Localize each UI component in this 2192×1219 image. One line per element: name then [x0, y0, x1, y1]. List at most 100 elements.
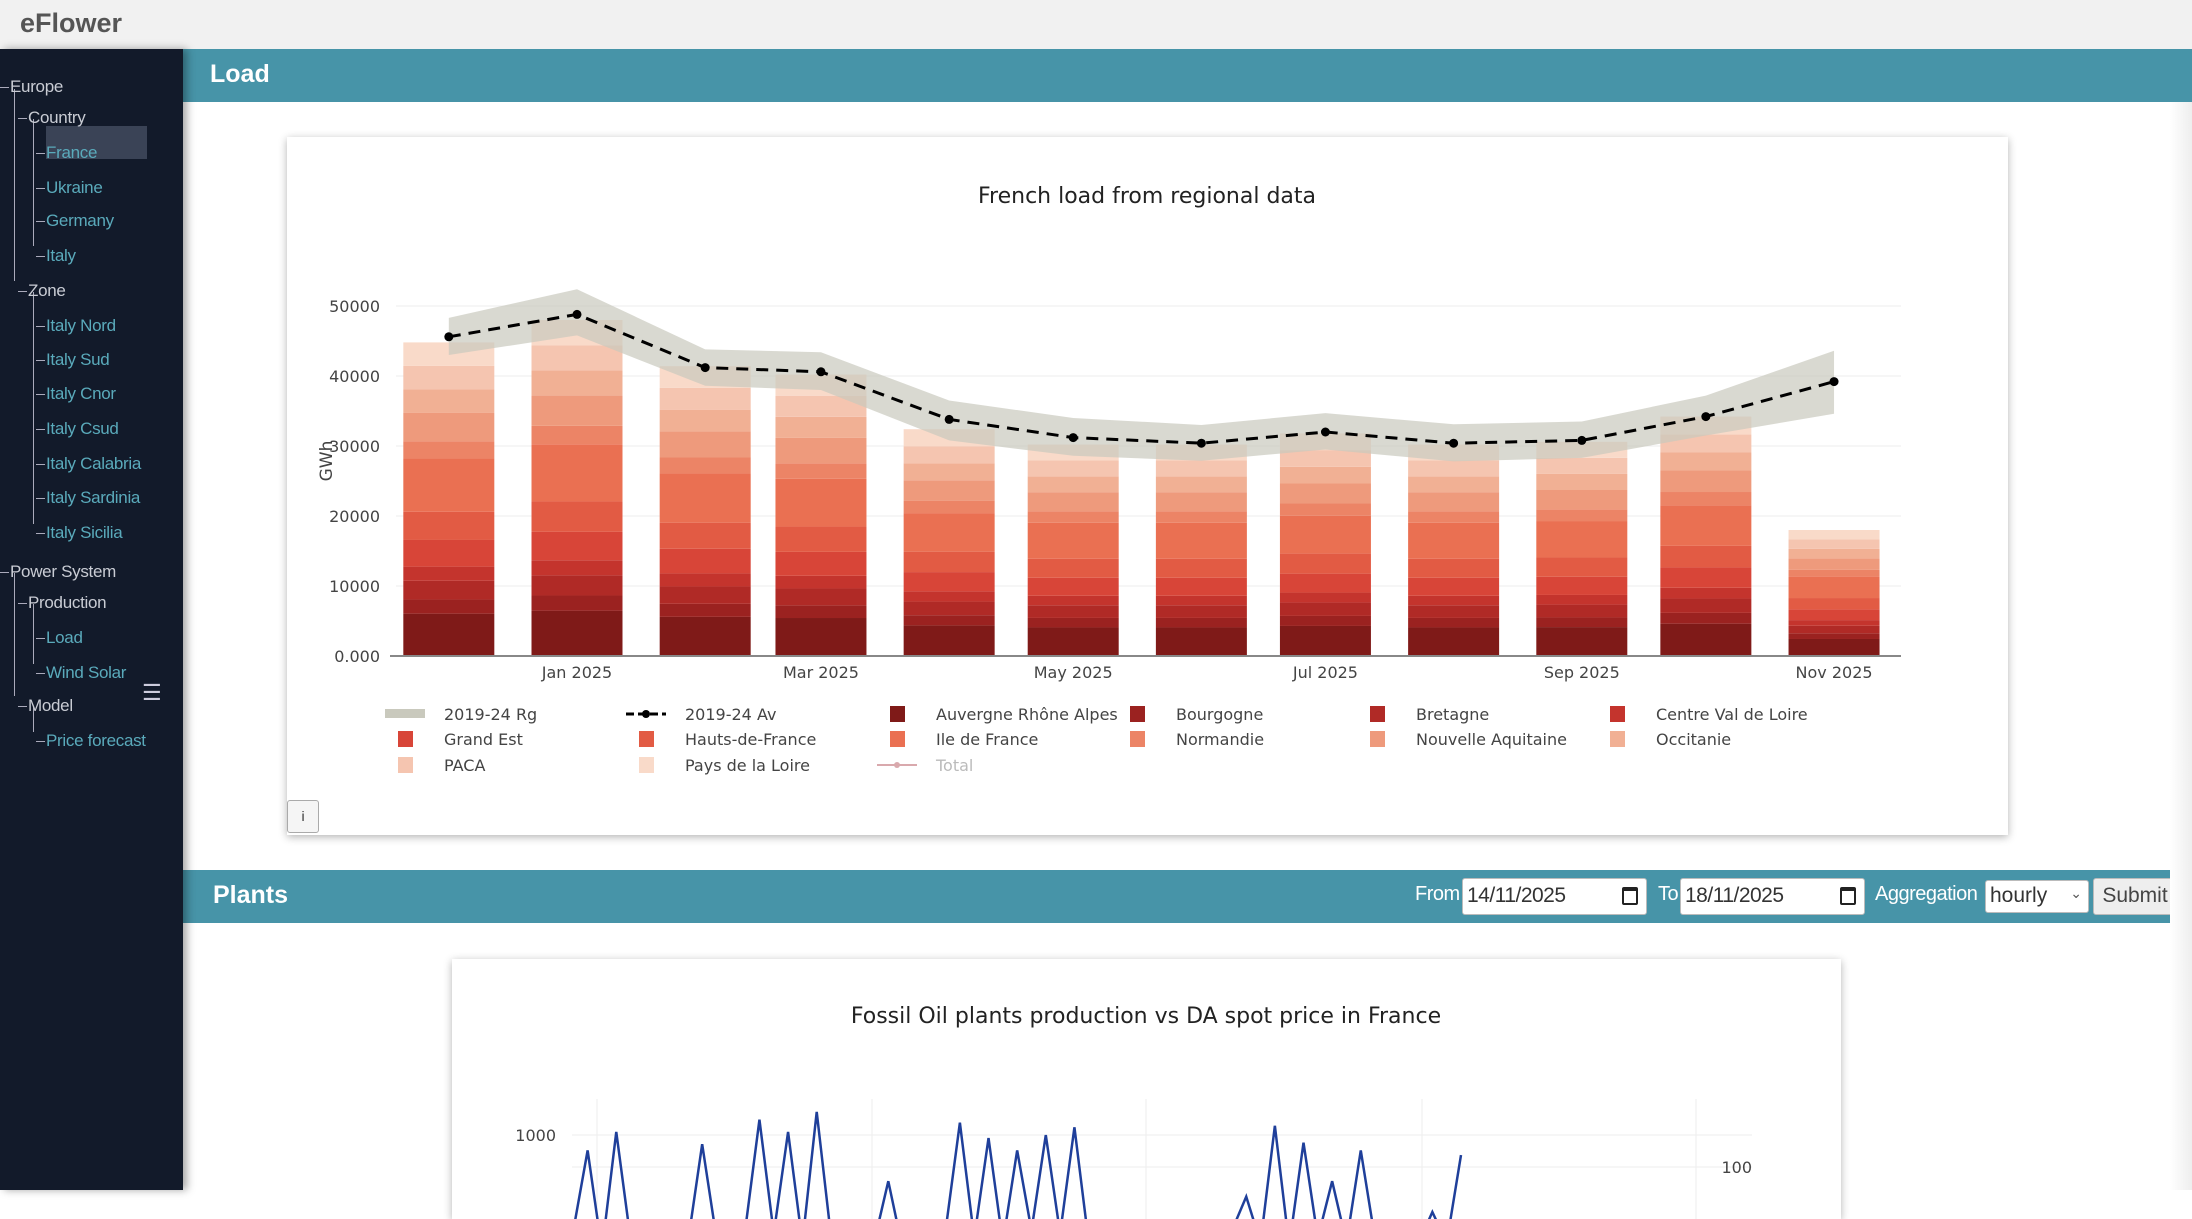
bar-segment [775, 437, 867, 464]
bar-segment [1155, 558, 1247, 578]
tree-line [33, 119, 34, 246]
y2-tick-label: 100 [1721, 1158, 1752, 1177]
bar-segment [1155, 577, 1247, 596]
aggregation-label: Aggregation [1875, 883, 1978, 905]
bar-segment [775, 605, 867, 619]
load-chart[interactable]: French load from regional data 0.000 10000… [287, 137, 2008, 835]
bar-segment [1408, 476, 1500, 493]
legend-item[interactable]: Total [935, 756, 973, 775]
average-line [448, 312, 1835, 445]
bar-segment [403, 566, 495, 581]
sidebar-item-europe[interactable]: Europe [0, 77, 64, 96]
legend-item[interactable]: Nouvelle Aquitaine [1416, 730, 1567, 749]
bar-segment [531, 595, 623, 611]
bar-segment [531, 501, 623, 532]
plants-chart[interactable]: Fossil Oil plants production vs DA spot … [452, 959, 1841, 1219]
sidebar-item-wind-solar[interactable]: Wind Solar [35, 663, 127, 682]
sidebar-item-zone[interactable]: Zone [18, 281, 66, 300]
to-date-input[interactable]: 18/11/2025 [1680, 878, 1865, 915]
sidebar-item-power-system[interactable]: Power System [0, 562, 116, 581]
sidebar-item-load[interactable]: Load [36, 628, 83, 647]
legend-swatch [1610, 706, 1625, 722]
bar-segment [1536, 594, 1628, 605]
sidebar-item-italy-calabria[interactable]: Italy Calabria [35, 454, 142, 473]
bar-segment [775, 551, 867, 576]
bar-segment [903, 625, 995, 656]
sidebar-item-production[interactable]: Production [17, 593, 107, 612]
bar-segment [1788, 539, 1880, 549]
bar-segment [1408, 511, 1500, 523]
sidebar-item-italy-csud[interactable]: Italy Csud [36, 419, 119, 438]
bar-segment [1279, 483, 1371, 504]
bar-segment [1027, 627, 1119, 656]
bar-segment [1536, 457, 1628, 474]
legend-item[interactable]: 2019-24 Av [685, 705, 776, 724]
sidebar-item-price-forecast[interactable]: Price forecast [36, 731, 146, 750]
y-tick-label: 20000 [329, 507, 380, 526]
legend-item[interactable]: Bourgogne [1176, 705, 1263, 724]
bar-segment [1155, 460, 1247, 477]
sidebar-item-italy-nord[interactable]: Italy Nord [36, 316, 116, 335]
average-point [1829, 377, 1839, 387]
x-tick-label: Jan 2025 [541, 663, 612, 682]
bar-segment [775, 416, 867, 438]
bar-segment [1536, 509, 1628, 522]
legend-item[interactable]: Auvergne Rhône Alpes [936, 705, 1118, 724]
average-point [1577, 435, 1587, 445]
plants-chart-card: Fossil Oil plants production vs DA spot … [452, 959, 1841, 1219]
legend-item[interactable]: Grand Est [444, 730, 523, 749]
legend-item[interactable]: Centre Val de Loire [1656, 705, 1808, 724]
bar-segment [1536, 473, 1628, 490]
bar-segment [1155, 605, 1247, 618]
legend-item[interactable]: Normandie [1176, 730, 1264, 749]
y-tick-label: 30000 [329, 437, 380, 456]
legend-item[interactable]: Pays de la Loire [685, 756, 810, 775]
legend-item[interactable]: PACA [444, 756, 485, 775]
legend-item[interactable]: Occitanie [1656, 730, 1731, 749]
submit-button[interactable]: Submit [2093, 878, 2177, 915]
bar-segment [403, 458, 495, 512]
calendar-icon[interactable] [1840, 887, 1856, 905]
sidebar-item-germany[interactable]: Germany [36, 211, 114, 230]
bar-segment [659, 603, 751, 617]
sidebar-item-ukraine[interactable]: Ukraine [35, 178, 103, 197]
bar-segment [903, 551, 995, 573]
sidebar-item-italy[interactable]: Italy [36, 246, 76, 265]
bar-segment [903, 500, 995, 514]
info-button[interactable]: i [287, 800, 319, 833]
bar-segment [531, 345, 623, 371]
chart-title: French load from regional data [978, 184, 1316, 209]
sidebar-item-italy-sardinia[interactable]: Italy Sardinia [35, 488, 141, 507]
bar-segment [659, 457, 751, 474]
tree-line [33, 292, 34, 524]
sidebar-item-italy-sud[interactable]: Italy Sud [35, 350, 110, 369]
tree-line [14, 89, 15, 281]
legend-item[interactable]: Bretagne [1416, 705, 1489, 724]
sidebar-tree: Europe Country France Ukraine Germany Italy Zo… [0, 49, 183, 1190]
bar-segment [1027, 492, 1119, 512]
sidebar-item-france[interactable]: France [35, 143, 98, 162]
bar-segment [1788, 576, 1880, 599]
bar-segment [1660, 492, 1752, 506]
legend-swatch [1610, 731, 1625, 747]
page-edge [2170, 102, 2192, 1190]
from-date-input[interactable]: 14/11/2025 [1462, 878, 1647, 915]
sidebar-item-italy-cnor[interactable]: Italy Cnor [36, 384, 116, 403]
hamburger-icon[interactable]: ☰ [142, 680, 162, 705]
app-title: eFlower [20, 8, 123, 38]
sidebar-item-country[interactable]: Country [17, 108, 86, 127]
sidebar-item-italy-sicilia[interactable]: Italy Sicilia [35, 523, 123, 542]
bar-segment [1660, 505, 1752, 546]
bar-segment [1027, 577, 1119, 596]
bar-segment [1788, 548, 1880, 559]
legend-item[interactable]: Ile de France [936, 730, 1038, 749]
sidebar-item-model[interactable]: Model [18, 696, 73, 715]
average-point [944, 414, 954, 424]
bar-segment [1788, 638, 1880, 656]
legend-item[interactable]: 2019-24 Rg [444, 705, 537, 724]
bar-segment [1660, 612, 1752, 624]
bar-segment [1279, 615, 1371, 626]
aggregation-select[interactable]: hourly ⌄ [1985, 880, 2089, 913]
legend-item[interactable]: Hauts-de-France [685, 730, 816, 749]
calendar-icon[interactable] [1622, 887, 1638, 905]
